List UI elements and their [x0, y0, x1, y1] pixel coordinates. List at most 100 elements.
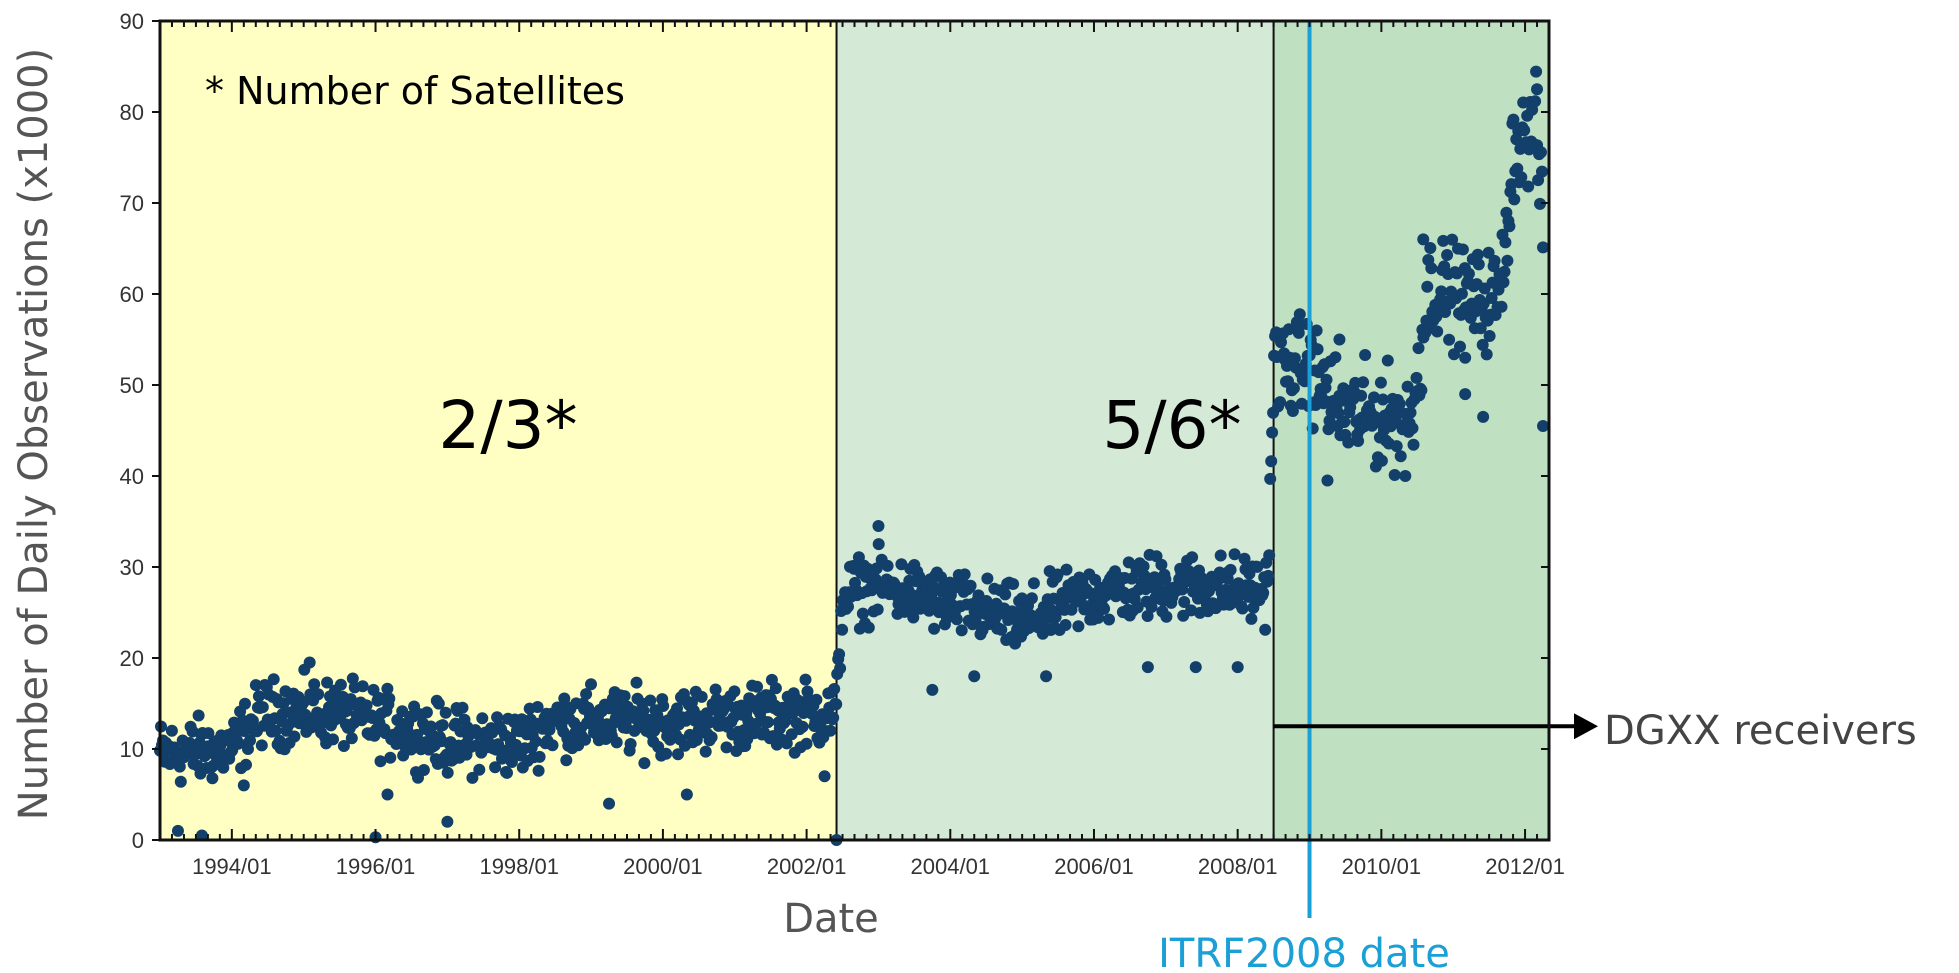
region-1 — [836, 21, 1274, 840]
data-point — [269, 724, 282, 737]
data-point — [1286, 405, 1299, 417]
data-point — [833, 648, 846, 661]
data-point — [476, 712, 489, 725]
data-point — [217, 761, 230, 774]
data-point — [1389, 410, 1402, 423]
data-point — [1421, 280, 1434, 293]
data-point — [206, 772, 219, 785]
data-point — [1431, 325, 1444, 338]
data-point — [657, 700, 670, 712]
data-points — [154, 65, 1550, 846]
data-point — [1536, 165, 1548, 178]
data-point — [842, 600, 854, 613]
data-point — [439, 706, 452, 719]
data-point — [1483, 330, 1496, 342]
data-point — [1141, 661, 1154, 674]
data-point — [1311, 343, 1324, 356]
y-tick-label: 40 — [120, 464, 144, 489]
data-point — [1329, 351, 1342, 364]
data-point — [1245, 612, 1258, 625]
y-tick-label: 10 — [120, 737, 144, 762]
data-point — [1375, 454, 1388, 467]
data-point — [981, 572, 994, 585]
data-point — [1236, 602, 1249, 615]
data-point — [321, 676, 334, 689]
data-point — [1407, 438, 1420, 451]
data-point — [1051, 568, 1064, 581]
data-point — [1266, 426, 1279, 439]
data-point — [1537, 241, 1549, 254]
y-tick-label: 90 — [120, 9, 144, 34]
data-point — [1060, 563, 1073, 576]
data-point — [1338, 416, 1351, 428]
data-point — [202, 727, 215, 740]
data-point — [441, 815, 454, 828]
data-point — [256, 701, 269, 714]
data-point — [1292, 326, 1305, 339]
data-point — [834, 662, 847, 675]
data-point — [1412, 342, 1425, 355]
data-point — [638, 757, 651, 770]
data-point — [999, 588, 1012, 601]
data-point — [824, 724, 837, 737]
data-point — [1424, 242, 1437, 254]
data-point — [1522, 180, 1535, 193]
data-point — [441, 766, 454, 779]
data-point — [432, 697, 445, 710]
data-point — [346, 672, 359, 685]
x-tick-label: 1996/01 — [336, 854, 416, 879]
data-point — [1415, 384, 1428, 397]
data-point — [1404, 406, 1417, 419]
data-point — [1518, 124, 1531, 137]
data-point — [308, 678, 321, 691]
data-point — [660, 747, 673, 760]
data-point — [881, 559, 894, 572]
data-point — [1495, 300, 1508, 313]
data-point — [1263, 549, 1276, 562]
data-point — [907, 611, 920, 624]
data-point — [871, 603, 884, 616]
itrf-date-label: ITRF2008 date — [1158, 931, 1450, 973]
data-point — [610, 736, 623, 749]
data-point — [1040, 670, 1053, 683]
data-point — [489, 761, 502, 774]
data-point — [1529, 95, 1542, 108]
data-point — [1388, 469, 1401, 481]
x-tick-label: 2002/01 — [767, 854, 847, 879]
data-point — [1065, 603, 1078, 616]
data-point — [424, 720, 437, 733]
data-point — [1342, 436, 1355, 449]
data-point — [1257, 586, 1270, 599]
data-point — [680, 788, 693, 801]
data-point — [1410, 371, 1423, 384]
data-point — [255, 739, 268, 752]
data-point — [1476, 338, 1489, 351]
data-point — [1399, 470, 1412, 482]
data-point — [297, 696, 310, 709]
x-tick-label: 2010/01 — [1342, 854, 1422, 879]
data-point — [466, 771, 479, 784]
data-point — [630, 676, 643, 689]
data-point — [1259, 623, 1272, 636]
y-tick-label: 30 — [120, 555, 144, 580]
x-axis-ticks: 1994/01 1996/01 1998/01 2000/01 2002/01 2004/… — [159, 21, 1565, 879]
data-point — [173, 760, 186, 773]
data-point — [830, 698, 843, 711]
data-point — [699, 745, 712, 758]
data-point — [417, 764, 430, 776]
data-point — [720, 741, 733, 754]
data-point — [1287, 382, 1300, 395]
data-point — [356, 680, 369, 693]
data-point — [728, 685, 741, 698]
data-point — [1224, 563, 1237, 576]
data-point — [1025, 592, 1038, 605]
data-point — [624, 738, 637, 750]
data-point — [1508, 193, 1521, 206]
data-point — [1503, 220, 1516, 233]
data-point — [751, 680, 764, 693]
dgxx-receivers-label: DGXX receivers — [1604, 708, 1917, 754]
data-point — [267, 673, 280, 686]
data-point — [1534, 197, 1546, 210]
data-point — [1098, 602, 1111, 615]
